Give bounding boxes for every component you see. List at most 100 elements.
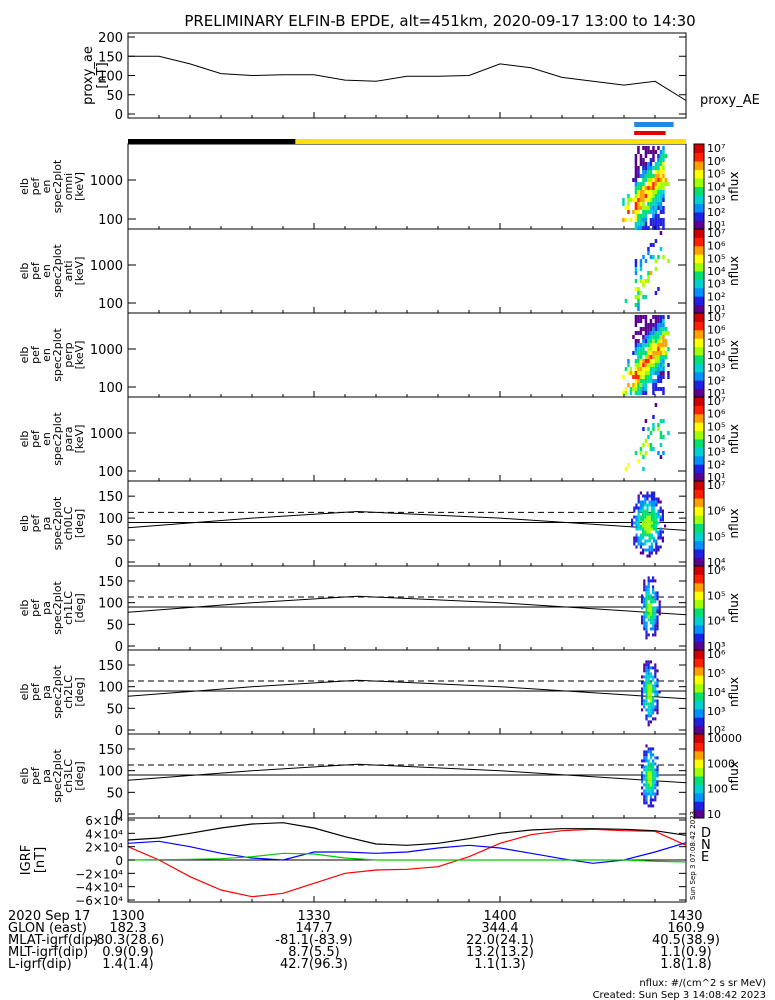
spectrogram-cell bbox=[652, 335, 655, 339]
pitch-cell bbox=[659, 530, 662, 534]
spectrogram-cell bbox=[662, 419, 665, 423]
spectrogram-cell bbox=[629, 391, 633, 395]
pitch-cell bbox=[645, 753, 648, 757]
colorbar-tick-label: 10⁶ bbox=[707, 564, 726, 577]
spectrogram-cell bbox=[644, 174, 648, 178]
pitch-cell bbox=[646, 524, 649, 528]
pitch-cell bbox=[656, 678, 659, 682]
spectrogram-cell bbox=[652, 331, 655, 335]
pitch-cell bbox=[652, 708, 655, 712]
spectrogram-cell bbox=[642, 427, 645, 431]
spectrogram-cell bbox=[627, 202, 630, 206]
spectrogram-cell bbox=[657, 174, 660, 178]
colorbar-cell bbox=[694, 287, 704, 297]
pitch-cell bbox=[654, 768, 657, 772]
pitch-cell bbox=[641, 618, 644, 622]
spectrogram-cell bbox=[657, 327, 660, 331]
pitch-cell bbox=[650, 521, 653, 525]
spectrogram-cell bbox=[642, 182, 645, 186]
spectrogram-cell bbox=[647, 335, 650, 339]
spectrogram-cell bbox=[639, 162, 643, 166]
pitch-cell bbox=[647, 615, 650, 619]
pitch-cell bbox=[655, 518, 658, 522]
spectrogram-cell bbox=[652, 222, 655, 226]
spectrogram-cell bbox=[649, 379, 653, 383]
spectrogram-cell bbox=[644, 206, 648, 210]
pitch-cell bbox=[642, 536, 645, 540]
pitch-cell bbox=[646, 554, 649, 558]
pitch-cell bbox=[655, 503, 658, 507]
spectrogram-cell bbox=[647, 206, 650, 210]
pitch-cell bbox=[654, 606, 657, 610]
pitch-cell bbox=[649, 705, 652, 709]
spectrogram-cell bbox=[652, 343, 655, 347]
pitch-cell bbox=[639, 542, 642, 546]
spectrogram-cell bbox=[659, 343, 663, 347]
spectrogram-cell bbox=[667, 331, 670, 335]
spectrogram-panel-3 bbox=[127, 396, 687, 482]
pitch-cell bbox=[647, 789, 650, 793]
pitch-cell bbox=[656, 690, 659, 694]
pitch-cell bbox=[649, 621, 652, 625]
pitch-cell bbox=[645, 801, 648, 805]
spectrogram-cell bbox=[644, 343, 648, 347]
pitch-cell bbox=[644, 542, 647, 546]
spectrogram-cell bbox=[657, 222, 660, 226]
colorbar-cell bbox=[694, 169, 704, 179]
pitch-cell bbox=[649, 699, 652, 703]
spectrogram-cell bbox=[664, 327, 668, 331]
spectrogram-cell bbox=[642, 279, 645, 283]
spectrogram-cell bbox=[637, 218, 640, 222]
spectrogram-cell bbox=[644, 383, 648, 387]
colorbar-cell bbox=[694, 355, 704, 364]
pitch-cell bbox=[645, 750, 648, 754]
pitch-cell bbox=[647, 594, 650, 598]
spectrogram-cell bbox=[644, 214, 648, 218]
spectrogram-cell bbox=[657, 387, 660, 391]
pitch-cell bbox=[642, 527, 645, 531]
pitch-cell bbox=[653, 515, 656, 519]
spectrogram-cell bbox=[664, 154, 668, 158]
pitch-cell bbox=[646, 521, 649, 525]
spectrogram-cell bbox=[657, 190, 660, 194]
pitch-cell bbox=[649, 660, 652, 664]
spectrogram-panel-0 bbox=[127, 143, 687, 230]
pitch-cell bbox=[649, 606, 652, 610]
spectrogram-cell bbox=[659, 202, 663, 206]
spectrogram-cell bbox=[639, 327, 643, 331]
ephemeris-value: 1400 bbox=[483, 909, 516, 924]
colorbar-tick-label: 10⁶ bbox=[707, 648, 726, 661]
spectrogram-cell bbox=[634, 371, 638, 375]
spectrogram-cell bbox=[642, 359, 645, 363]
ephemeris-row-label: 2020 Sep 17 bbox=[8, 909, 90, 924]
spec-ytick-label: 100 bbox=[98, 465, 123, 480]
spectrogram-cell bbox=[632, 198, 635, 202]
pitch-cell bbox=[645, 663, 648, 667]
colorbar-cell bbox=[694, 203, 704, 213]
spec-ytick-label: 1000 bbox=[90, 259, 123, 274]
pitch-cell bbox=[650, 500, 653, 504]
pitch-cell bbox=[647, 705, 650, 709]
pitch-cell bbox=[655, 542, 658, 546]
spectrogram-panel-1 bbox=[127, 228, 687, 314]
spectrogram-cell bbox=[634, 206, 638, 210]
colorbar-cell bbox=[694, 405, 704, 415]
spectrogram-cell bbox=[627, 371, 630, 375]
spectrogram-cell bbox=[639, 331, 643, 335]
spectrogram-cell bbox=[644, 315, 648, 319]
ephemeris-value: 0.9(0.9) bbox=[102, 945, 154, 960]
spectrogram-cell bbox=[642, 190, 645, 194]
spectrogram-cell bbox=[647, 194, 650, 198]
colorbar-cell bbox=[694, 413, 704, 423]
pitch-cell bbox=[647, 783, 650, 787]
spec-ylabel-line: en bbox=[40, 432, 53, 446]
colorbar-cell bbox=[694, 767, 704, 777]
spectrogram-cell bbox=[652, 190, 655, 194]
pitch-cell bbox=[639, 524, 642, 528]
pitch-cell bbox=[656, 789, 659, 793]
day-night-segment-night bbox=[128, 139, 296, 144]
spectrogram-cell bbox=[652, 327, 655, 331]
pitch-cell bbox=[647, 786, 650, 790]
ephemeris-value: 40.5(38.9) bbox=[652, 933, 720, 948]
pitch-cell bbox=[652, 627, 655, 631]
